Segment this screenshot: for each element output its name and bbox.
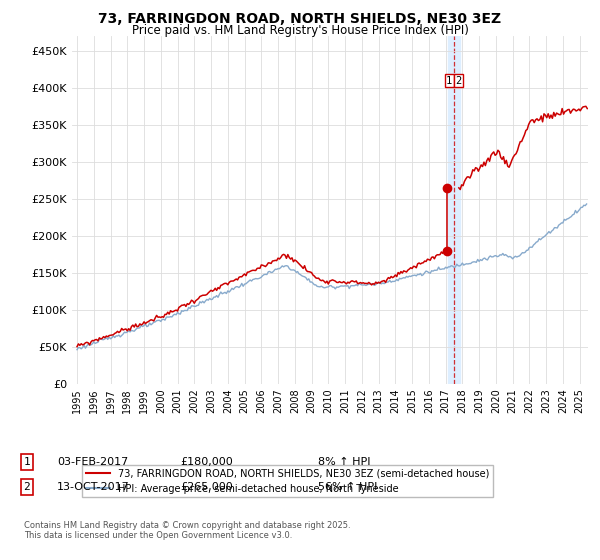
- Text: 1: 1: [446, 76, 452, 86]
- Text: Price paid vs. HM Land Registry's House Price Index (HPI): Price paid vs. HM Land Registry's House …: [131, 24, 469, 36]
- Text: £180,000: £180,000: [180, 457, 233, 467]
- Text: 13-OCT-2017: 13-OCT-2017: [57, 482, 130, 492]
- Text: 56% ↑ HPI: 56% ↑ HPI: [318, 482, 377, 492]
- Bar: [448, 36, 460, 384]
- Text: 03-FEB-2017: 03-FEB-2017: [57, 457, 128, 467]
- Text: 73, FARRINGDON ROAD, NORTH SHIELDS, NE30 3EZ: 73, FARRINGDON ROAD, NORTH SHIELDS, NE30…: [98, 12, 502, 26]
- Text: £265,000: £265,000: [180, 482, 233, 492]
- Text: 2: 2: [23, 482, 31, 492]
- Text: Contains HM Land Registry data © Crown copyright and database right 2025.
This d: Contains HM Land Registry data © Crown c…: [24, 521, 350, 540]
- Text: 8% ↑ HPI: 8% ↑ HPI: [318, 457, 371, 467]
- Legend: 73, FARRINGDON ROAD, NORTH SHIELDS, NE30 3EZ (semi-detached house), HPI: Average: 73, FARRINGDON ROAD, NORTH SHIELDS, NE30…: [82, 465, 493, 497]
- Text: 2: 2: [455, 76, 462, 86]
- Text: 1: 1: [23, 457, 31, 467]
